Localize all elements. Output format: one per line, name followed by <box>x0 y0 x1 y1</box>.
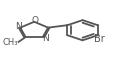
Text: O: O <box>31 16 38 25</box>
Text: N: N <box>42 34 48 43</box>
Text: N: N <box>15 22 22 31</box>
Text: Br: Br <box>94 34 105 44</box>
Text: CH₃: CH₃ <box>2 38 18 47</box>
